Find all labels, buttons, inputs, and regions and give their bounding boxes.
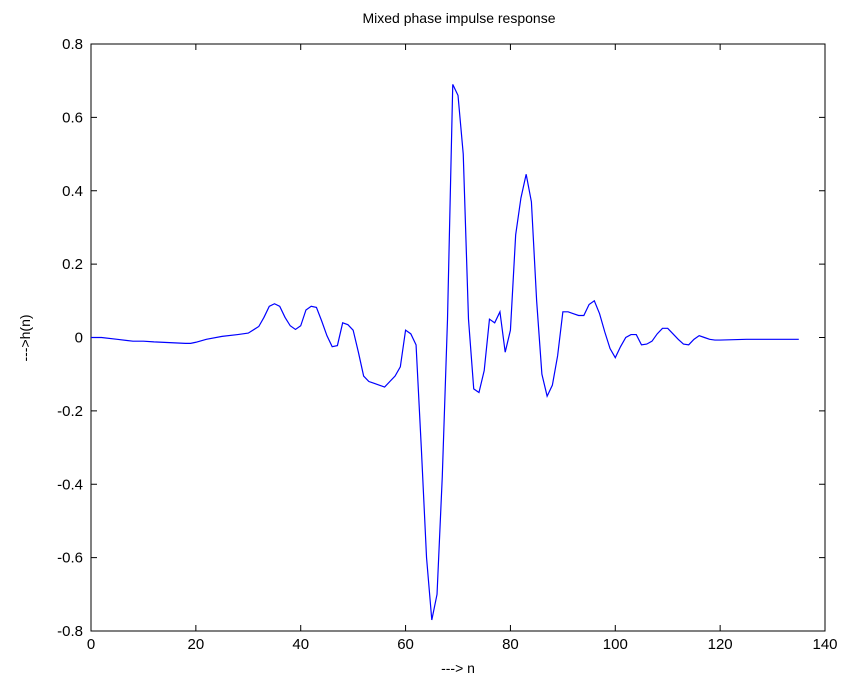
y-tick-label: 0.2	[62, 256, 83, 273]
y-axis-label: --->h(n)	[17, 314, 33, 361]
x-tick-label: 20	[188, 636, 205, 653]
x-axis-label: ---> n	[441, 660, 475, 676]
y-tick-label: -0.6	[57, 550, 83, 567]
x-tick-label: 0	[87, 636, 95, 653]
y-axis-ticks: -0.8 -0.6 -0.4 -0.2 0 0.2 0.4 0.6 0.8	[57, 36, 825, 640]
x-axis-ticks: 0 20 40 60 80 100 120 140	[87, 44, 838, 653]
x-tick-label: 120	[708, 636, 733, 653]
series-line	[91, 84, 799, 621]
x-tick-label: 60	[397, 636, 414, 653]
plot-area	[90, 43, 826, 632]
y-tick-label: -0.2	[57, 403, 83, 420]
x-tick-label: 100	[603, 636, 628, 653]
x-tick-label: 40	[292, 636, 309, 653]
y-tick-label: -0.8	[57, 623, 83, 640]
x-tick-label: 80	[502, 636, 519, 653]
y-tick-label: 0.4	[62, 183, 83, 200]
y-tick-label: 0.8	[62, 36, 83, 53]
y-tick-label: -0.4	[57, 476, 83, 493]
y-tick-label: 0	[75, 330, 83, 347]
x-tick-label: 140	[812, 636, 837, 653]
chart-title: Mixed phase impulse response	[363, 10, 556, 26]
y-tick-label: 0.6	[62, 109, 83, 126]
